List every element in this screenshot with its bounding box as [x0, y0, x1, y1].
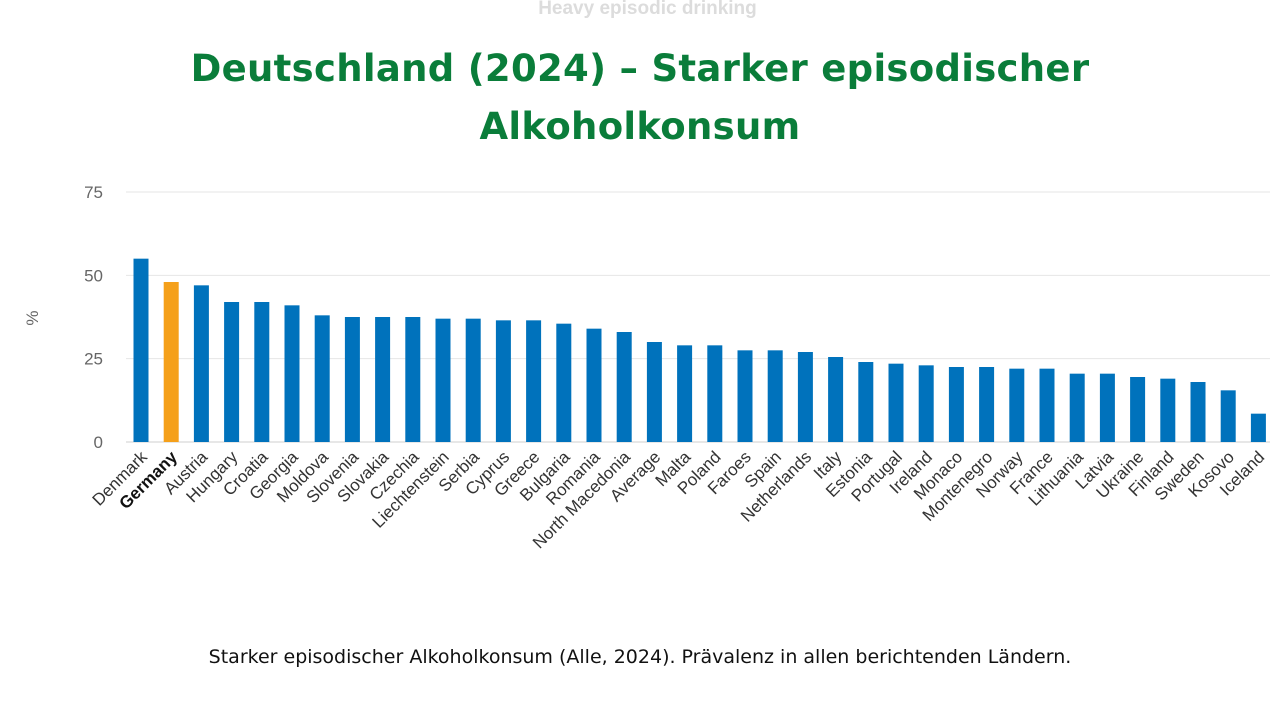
background-chart-title: Heavy episodic drinking: [538, 0, 757, 18]
bar-finland[interactable]: [1160, 378, 1176, 442]
bar-montenegro[interactable]: [979, 367, 995, 442]
y-tick-label: 25: [84, 350, 103, 369]
bar-denmark[interactable]: [133, 258, 149, 442]
bar-slovenia[interactable]: [344, 317, 360, 442]
bar-bulgaria[interactable]: [556, 323, 572, 442]
bar-ukraine[interactable]: [1130, 377, 1146, 442]
bar-croatia[interactable]: [254, 302, 270, 442]
bar-latvia[interactable]: [1099, 373, 1115, 442]
bar-romania[interactable]: [586, 328, 602, 442]
bar-estonia[interactable]: [858, 362, 874, 442]
bar-germany[interactable]: [163, 282, 179, 442]
bar-ireland[interactable]: [918, 365, 934, 442]
bar-hungary[interactable]: [224, 302, 240, 442]
bar-cyprus[interactable]: [495, 320, 511, 442]
bar-serbia[interactable]: [465, 318, 481, 442]
bar-portugal[interactable]: [888, 363, 904, 442]
bar-sweden[interactable]: [1190, 382, 1206, 442]
y-axis-ticks: 0 25 50 75: [84, 183, 103, 452]
y-tick-label: 0: [94, 433, 103, 452]
bar-average[interactable]: [646, 342, 662, 442]
bar-kosovo[interactable]: [1220, 390, 1236, 442]
bar-netherlands[interactable]: [797, 352, 813, 442]
bar-lithuania[interactable]: [1069, 373, 1085, 442]
bars: [133, 258, 1266, 442]
y-tick-label: 50: [84, 266, 103, 285]
bar-georgia[interactable]: [284, 305, 300, 442]
bar-chart: 0 25 50 75 % DenmarkGermanyAustriaHungaryCr…: [23, 183, 1270, 552]
bar-faroes[interactable]: [737, 350, 753, 442]
bar-italy[interactable]: [828, 357, 844, 442]
bar-czechia[interactable]: [405, 317, 421, 442]
bar-poland[interactable]: [707, 345, 723, 442]
bar-north-macedonia[interactable]: [616, 332, 632, 442]
bar-monaco[interactable]: [948, 367, 964, 442]
bar-greece[interactable]: [526, 320, 542, 442]
chart-caption: Starker episodischer Alkoholkonsum (Alle…: [208, 646, 1072, 668]
y-axis-label: %: [23, 310, 42, 325]
x-axis-labels: DenmarkGermanyAustriaHungaryCroatiaGeorg…: [89, 447, 1269, 552]
bar-slovakia[interactable]: [375, 317, 391, 442]
bar-liechtenstein[interactable]: [435, 318, 451, 442]
bar-moldova[interactable]: [314, 315, 330, 442]
bar-norway[interactable]: [1009, 368, 1025, 442]
bar-iceland[interactable]: [1250, 413, 1266, 442]
y-tick-label: 75: [84, 183, 103, 202]
bar-austria[interactable]: [193, 285, 209, 442]
page-title: Deutschland (2024) – Starker episodische…: [190, 47, 1090, 148]
bar-malta[interactable]: [677, 345, 693, 442]
bar-france[interactable]: [1039, 368, 1055, 442]
bar-spain[interactable]: [767, 350, 783, 442]
